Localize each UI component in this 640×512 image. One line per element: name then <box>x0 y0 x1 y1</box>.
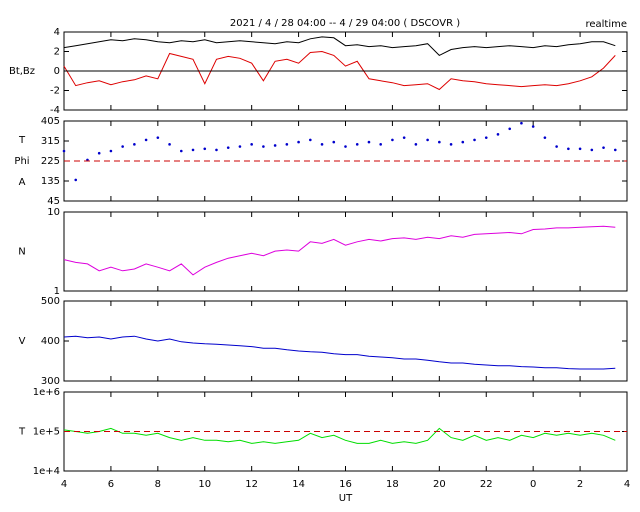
x-tick-label: 16 <box>339 479 352 490</box>
data-point <box>191 148 195 152</box>
y-tick-label: 315 <box>41 136 60 147</box>
data-line <box>63 427 616 444</box>
data-point <box>297 140 300 144</box>
data-point <box>531 125 535 128</box>
data-point <box>179 149 183 153</box>
y-tick-label: 1 <box>54 286 60 297</box>
y-axis-label: T <box>18 427 26 438</box>
data-point <box>449 143 453 146</box>
data-point <box>567 147 570 151</box>
data-point <box>484 136 488 139</box>
x-axis-label: UT <box>339 493 353 504</box>
y-tick-label: 10 <box>47 207 60 218</box>
data-point <box>250 143 253 146</box>
data-point <box>590 148 594 152</box>
x-tick-label: 8 <box>155 479 161 490</box>
data-point <box>426 138 429 142</box>
y-tick-label: 45 <box>47 196 60 207</box>
data-point <box>285 143 289 146</box>
data-point <box>74 178 78 182</box>
x-tick-label: 0 <box>530 479 536 490</box>
x-tick-label: 10 <box>198 479 211 490</box>
y-tick-label: 1e+4 <box>33 466 60 477</box>
data-point <box>215 148 218 152</box>
data-point <box>613 148 617 152</box>
x-tick-label: 14 <box>292 479 305 490</box>
y-axis-label: Bt,Bz <box>9 66 35 77</box>
data-point <box>62 149 66 153</box>
data-point <box>496 133 500 136</box>
data-point <box>97 151 101 155</box>
y-tick-label: 2 <box>54 47 60 58</box>
x-tick-label: 4 <box>61 479 67 490</box>
y-axis-label: Phi <box>14 156 29 167</box>
data-point <box>238 145 242 148</box>
chart-title: 2021 / 4 / 28 04:00 -- 4 / 29 04:00 ( DS… <box>230 18 460 29</box>
x-tick-label: 6 <box>108 479 114 490</box>
data-point <box>262 145 265 148</box>
panel-frame <box>63 211 628 292</box>
data-line <box>63 225 616 276</box>
data-point <box>555 145 558 148</box>
data-line <box>63 50 616 91</box>
x-tick-label: 18 <box>386 479 399 490</box>
y-tick-label: 0 <box>54 66 60 77</box>
data-point <box>602 146 605 149</box>
x-tick-label: 12 <box>245 479 258 490</box>
data-point <box>578 147 582 151</box>
x-tick-label: 2 <box>577 479 583 490</box>
data-point <box>144 138 148 142</box>
data-point <box>414 143 418 146</box>
y-axis-label: N <box>18 247 25 258</box>
annotation: realtime <box>585 19 627 30</box>
y-axis-label: V <box>19 336 26 347</box>
data-point <box>320 143 324 146</box>
y-tick-label: 135 <box>41 176 60 187</box>
data-point <box>332 140 336 144</box>
data-point <box>438 140 441 144</box>
data-point <box>133 143 136 146</box>
y-axis-label: A <box>19 177 26 188</box>
data-point <box>461 140 465 144</box>
y-tick-label: 1e+5 <box>33 427 60 438</box>
y-tick-label: 1e+6 <box>33 387 60 398</box>
data-point <box>309 138 312 142</box>
x-tick-label: 22 <box>480 479 493 490</box>
data-point <box>367 140 371 144</box>
y-tick-label: 300 <box>41 376 60 387</box>
y-tick-label: 405 <box>41 116 60 127</box>
y-axis-label: T <box>18 135 26 146</box>
data-point <box>156 136 160 139</box>
data-point <box>344 145 347 148</box>
y-tick-label: 4 <box>54 27 60 38</box>
data-point <box>508 127 512 131</box>
y-tick-label: -2 <box>50 86 60 97</box>
data-point <box>168 143 171 146</box>
data-point <box>121 145 124 148</box>
panel-frame <box>63 300 628 382</box>
data-point <box>473 138 476 142</box>
x-tick-label: 4 <box>624 479 630 490</box>
data-point <box>109 149 113 153</box>
data-point <box>391 138 394 142</box>
y-tick-label: 400 <box>41 336 60 347</box>
y-tick-label: 500 <box>41 296 60 307</box>
y-tick-label: -4 <box>50 105 60 116</box>
y-tick-label: 225 <box>41 156 60 167</box>
data-point <box>402 136 406 139</box>
data-point <box>379 143 382 146</box>
data-point <box>520 121 523 125</box>
data-point <box>226 146 230 149</box>
data-line <box>63 335 616 370</box>
data-point <box>203 147 207 151</box>
data-line <box>63 36 616 57</box>
data-point <box>355 143 359 146</box>
data-point <box>543 136 547 139</box>
data-point <box>273 144 277 147</box>
x-tick-label: 20 <box>433 479 446 490</box>
